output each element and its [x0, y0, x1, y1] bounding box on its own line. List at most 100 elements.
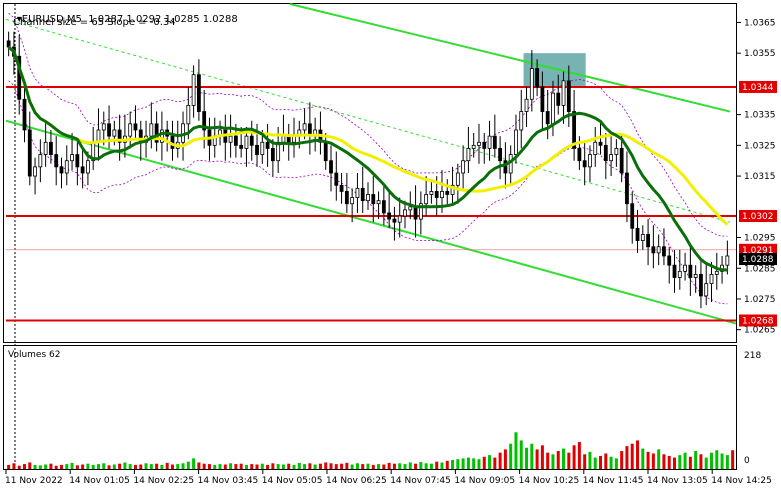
- volume-bar: [239, 463, 243, 469]
- volume-bar: [488, 455, 492, 469]
- volume-bar: [7, 464, 11, 469]
- volume-bar: [503, 449, 507, 469]
- volume-bar: [350, 464, 354, 469]
- volume-bar: [345, 462, 349, 469]
- candle-body: [239, 144, 244, 149]
- volume-bar: [318, 463, 322, 469]
- volume-bar: [213, 464, 217, 469]
- candle-body: [683, 264, 687, 272]
- candle-body: [323, 141, 328, 162]
- volume-bar: [112, 464, 116, 469]
- candle-body: [424, 194, 429, 205]
- candle-body: [492, 135, 497, 149]
- volume-bar: [287, 463, 291, 469]
- time-tick-label: 14 Nov 06:25: [326, 476, 387, 486]
- volume-bar: [96, 464, 100, 469]
- candle-body: [49, 141, 53, 155]
- candle-body: [255, 144, 259, 155]
- channel-middle-line: [5, 18, 731, 223]
- price-tick-label: 1.0325: [744, 141, 776, 151]
- volume-bar: [128, 464, 132, 469]
- volume-bar: [451, 460, 455, 469]
- candle-body: [582, 160, 587, 168]
- candle-body: [630, 203, 635, 229]
- candle-body: [22, 98, 27, 131]
- volume-bar: [155, 463, 159, 469]
- volume-bar: [662, 454, 666, 469]
- channel-info: Channel size = 65 Slope = -0.34: [13, 17, 176, 28]
- volume-bar: [260, 463, 264, 469]
- volume-bar: [551, 454, 555, 469]
- volume-bar: [514, 432, 518, 469]
- candle-body: [270, 148, 275, 162]
- volume-bar: [429, 463, 433, 469]
- candle-body: [43, 141, 48, 155]
- volume-bar: [646, 451, 650, 469]
- volume-bar: [641, 448, 645, 469]
- candle-body: [228, 135, 233, 143]
- volume-bar: [651, 453, 655, 469]
- candle-body: [54, 154, 59, 168]
- candle-body: [371, 194, 376, 205]
- volume-bar: [12, 463, 16, 469]
- time-tick-label: 14 Nov 09:05: [454, 476, 515, 486]
- candle-body: [133, 123, 138, 131]
- volume-bar: [392, 463, 396, 469]
- candle-body: [339, 184, 344, 192]
- volume-bar: [355, 463, 359, 469]
- volume-bar: [620, 451, 624, 469]
- candle-body: [445, 191, 450, 195]
- volume-zero-label: 0: [744, 456, 750, 466]
- volume-bar: [583, 454, 587, 469]
- volume-bar: [461, 458, 465, 469]
- candle-body: [70, 154, 74, 162]
- price-tick-label: 1.0315: [744, 172, 776, 182]
- volume-bar: [445, 460, 449, 469]
- candle-body: [667, 255, 672, 266]
- volume-bar: [673, 457, 677, 469]
- candle-body: [86, 160, 90, 174]
- volume-bar: [86, 463, 90, 469]
- highlight-zone: [523, 53, 586, 87]
- candle-body: [482, 141, 487, 149]
- volume-bar: [371, 464, 375, 469]
- candle-body: [540, 86, 545, 112]
- volume-max-label: 218: [744, 351, 761, 361]
- volume-bar: [710, 452, 714, 469]
- collapse-triangle-icon[interactable]: ▾: [16, 14, 22, 25]
- candle-body: [17, 55, 22, 100]
- volume-bar: [562, 448, 566, 469]
- candle-body: [249, 135, 254, 146]
- candle-body: [403, 209, 407, 217]
- volume-bar: [170, 464, 174, 469]
- candle-body: [572, 111, 577, 149]
- volume-bar: [572, 445, 576, 469]
- candle-body: [693, 273, 698, 278]
- candle-body: [535, 68, 540, 88]
- volume-bar: [519, 440, 523, 469]
- candle-body: [344, 191, 349, 205]
- volume-bar: [144, 463, 148, 469]
- candle-body: [329, 160, 333, 174]
- candle-body: [640, 234, 645, 241]
- price-badge-label: 1.0302: [742, 212, 774, 222]
- candle-body: [154, 123, 159, 143]
- candle-body: [709, 273, 714, 285]
- volume-bar: [403, 464, 407, 469]
- volume-bar: [482, 456, 486, 469]
- candle-body: [672, 264, 677, 278]
- volume-bar: [207, 464, 211, 469]
- volume-bar: [599, 455, 603, 469]
- volume-bar: [435, 461, 439, 469]
- candle-body: [128, 123, 133, 137]
- candle-body: [529, 68, 534, 100]
- time-tick-label: 14 Nov 02:25: [133, 476, 194, 486]
- price-badge: [739, 210, 777, 223]
- candle-body: [646, 234, 650, 248]
- volume-bar: [604, 453, 608, 469]
- candle-body: [466, 148, 471, 162]
- time-tick-label: 14 Nov 10:25: [519, 476, 580, 486]
- volume-bar: [271, 463, 275, 469]
